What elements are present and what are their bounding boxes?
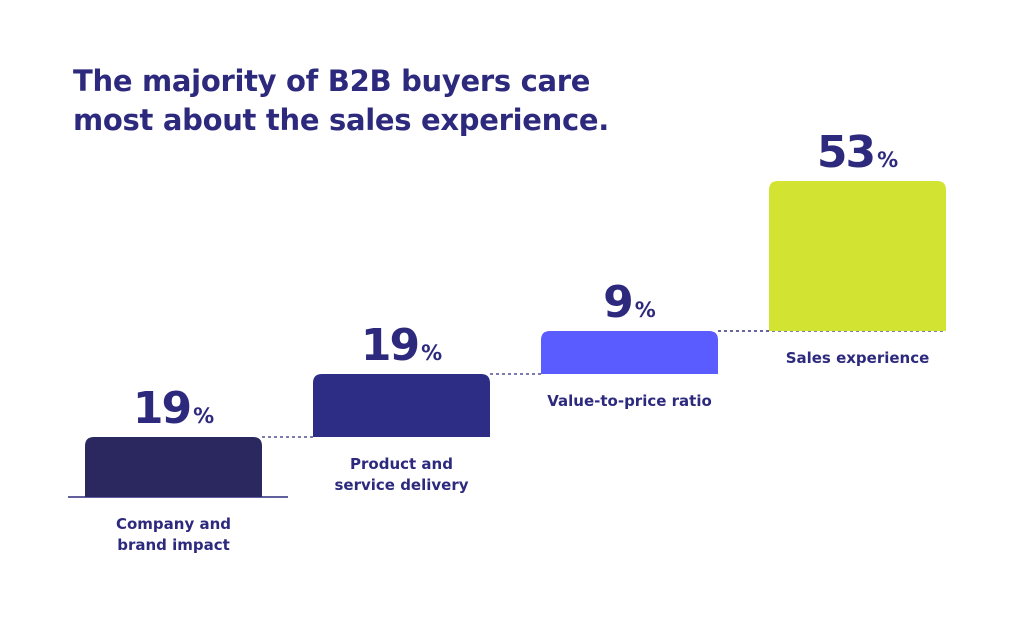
value-label-3: 9% [603,277,656,328]
bar-2 [313,374,490,437]
category-label-line: Product and [350,455,453,473]
category-labels: Company and brand impact Product and servic… [116,349,929,554]
category-label-line: service delivery [334,476,468,494]
value-number: 19 [361,320,418,371]
category-label-line: Value-to-price ratio [547,392,712,410]
category-label-2: Product and service delivery [334,455,468,494]
value-unit: % [877,148,898,172]
value-number: 9 [603,277,632,328]
category-label-line: brand impact [117,536,230,554]
value-label-1: 19% [133,383,214,434]
value-unit: % [193,404,214,428]
value-number: 19 [133,383,190,434]
value-unit: % [635,298,656,322]
value-number: 53 [817,127,874,178]
bars [85,181,946,497]
category-label-4: Sales experience [786,349,930,367]
bar-3 [541,331,718,374]
bar-4 [769,181,946,331]
value-label-4: 53% [817,127,898,178]
value-labels: 19 %19 %9 %53% [133,127,898,434]
bar-1 [85,437,262,497]
chart-title: The majority of B2B buyers care most abo… [73,62,673,140]
category-label-1: Company and brand impact [116,515,231,554]
category-label-line: Sales experience [786,349,930,367]
value-label-2: 19% [361,320,442,371]
chart-title-line-2: most about the sales experience. [73,103,609,137]
chart-title-line-1: The majority of B2B buyers care [73,64,591,98]
category-label-3: Value-to-price ratio [547,392,712,410]
value-unit: % [421,341,442,365]
category-label-line: Company and [116,515,231,533]
